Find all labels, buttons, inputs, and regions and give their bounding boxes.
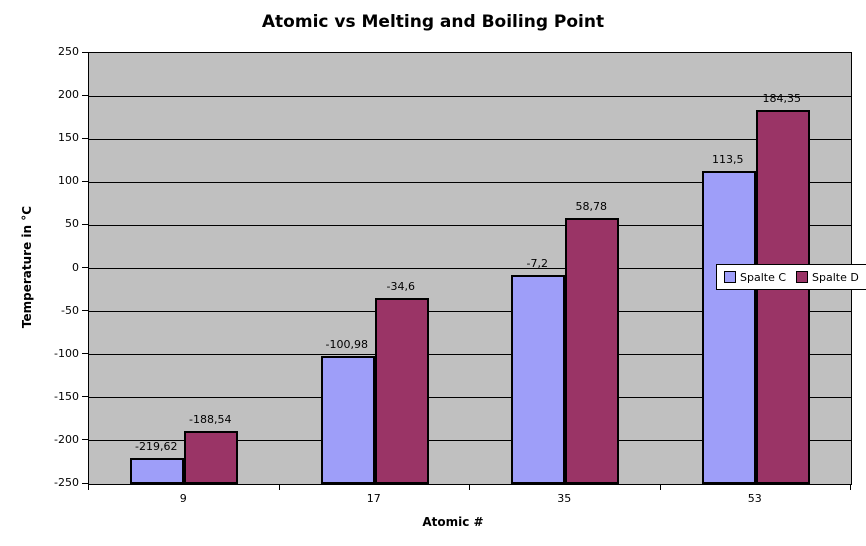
y-tick-label: 100 [58,174,79,188]
bar-value-label: -188,54 [189,413,232,427]
bar-spalte-c-35 [511,274,566,484]
category-label: 9 [179,492,187,505]
legend-item-spalte-c: Spalte C [724,271,786,284]
bar-value-label: 113,5 [712,152,744,166]
gridline [89,354,851,356]
bar-spalte-d-9 [184,431,239,484]
legend-item-spalte-d: Spalte D [796,271,859,284]
bar-spalte-d-17 [374,298,429,484]
legend: Spalte C Spalte D [716,264,866,290]
bar-spalte-d-35 [565,217,620,484]
y-tick [82,94,88,96]
y-tick-label: 50 [65,217,79,231]
y-tick [82,51,88,53]
category-label: 53 [747,492,762,505]
x-tick [469,484,470,490]
gridline [89,224,851,226]
bar-value-label: -7,2 [526,256,548,270]
y-tick-label: -250 [54,476,79,489]
bar-spalte-c-17 [320,355,375,484]
y-tick [82,396,88,398]
y-tick-label: -50 [61,303,79,317]
bar-value-label: 184,35 [762,91,802,105]
legend-label: Spalte C [740,270,787,284]
category-label: 35 [557,492,572,505]
y-tick-label: 200 [58,88,79,102]
y-tick [82,267,88,268]
y-tick [82,482,88,484]
x-tick [88,484,89,490]
bar-spalte-d-53 [755,109,810,484]
y-tick [82,310,88,312]
x-tick [659,484,661,490]
y-tick-label: -100 [54,346,79,360]
y-tick [82,353,88,355]
legend-label: Spalte D [812,270,859,284]
y-tick-label: 250 [58,45,79,58]
gridline [89,397,851,399]
y-tick [82,137,88,139]
gridline [89,311,851,313]
x-axis-title: Atomic # [422,515,484,529]
y-tick [82,180,88,182]
category-label: 17 [366,492,381,505]
bar-value-label: 58,78 [575,199,608,213]
legend-swatch-spalte-c-icon [724,271,736,283]
x-tick [278,484,280,490]
bar-value-label: -219,62 [135,439,178,453]
gridline [89,268,851,269]
y-tick [82,439,88,441]
bar-value-label: -34,6 [386,280,415,294]
y-tick-label: -150 [54,389,79,403]
y-tick-label: 150 [58,131,79,145]
legend-swatch-spalte-d-icon [796,271,809,283]
bar-value-label: -100,98 [325,337,368,351]
chart-title: Atomic vs Melting and Boiling Point [261,12,605,32]
y-tick-label: -200 [54,432,79,446]
y-tick-label: 0 [72,260,79,274]
gridline [89,181,851,183]
y-tick [82,223,88,225]
gridline [89,138,851,140]
gridline [89,95,851,97]
gridline [89,440,851,442]
bar-spalte-c-53 [701,170,756,484]
bar-spalte-c-9 [130,457,185,484]
x-tick [850,484,851,490]
